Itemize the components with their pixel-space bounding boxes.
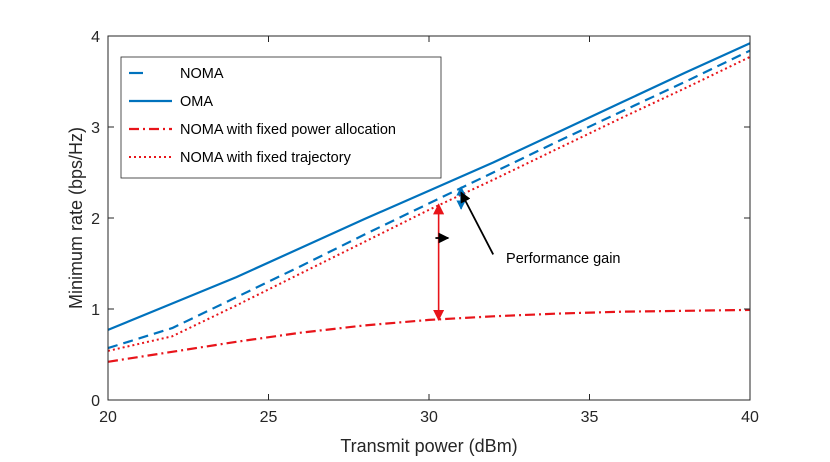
y-tick-label: 2	[91, 211, 100, 228]
x-tick-label: 25	[260, 409, 278, 426]
legend-label: OMA	[180, 94, 213, 110]
legend-entry-noma-with-fixed-power-allocation: NOMA with fixed power allocation	[129, 122, 396, 138]
legend-label: NOMA	[180, 66, 224, 82]
legend-label: NOMA with fixed power allocation	[180, 122, 396, 138]
y-axis-label: Minimum rate (bps/Hz)	[66, 127, 86, 309]
series-layer	[107, 42, 751, 363]
x-tick-label: 20	[99, 409, 117, 426]
x-tick-label: 35	[581, 409, 599, 426]
legend-entry-noma-with-fixed-trajectory: NOMA with fixed trajectory	[129, 150, 352, 166]
y-tick-label: 1	[91, 302, 100, 319]
legend: NOMA OMA NOMA with fixed power allocation N…	[120, 56, 442, 179]
legend-box	[120, 56, 442, 179]
series-line-noma	[107, 49, 751, 350]
x-tick-label: 40	[741, 409, 759, 426]
y-tick-label: 3	[91, 120, 100, 137]
x-axis: 20 25 30 35 40	[99, 36, 759, 426]
y-tick-label: 4	[91, 29, 100, 46]
x-tick-label: 30	[420, 409, 438, 426]
legend-entries: NOMA OMA NOMA with fixed power allocation N…	[129, 66, 396, 166]
y-axis: 0 1 2 3 4	[91, 29, 750, 410]
x-axis-label: Transmit power (dBm)	[340, 436, 517, 456]
series-line-oma	[107, 42, 751, 331]
series-line-noma-with-fixed-power-allocation	[107, 308, 751, 363]
y-tick-label: 0	[91, 393, 100, 410]
legend-label: NOMA with fixed trajectory	[180, 150, 352, 166]
legend-entry-oma: OMA	[129, 94, 213, 110]
annotation-layer: Performance gain	[435, 191, 620, 267]
annotation-arrow-1	[460, 191, 494, 255]
annotation-performance-gain: Performance gain	[506, 251, 620, 267]
legend-entry-noma: NOMA	[129, 66, 224, 82]
